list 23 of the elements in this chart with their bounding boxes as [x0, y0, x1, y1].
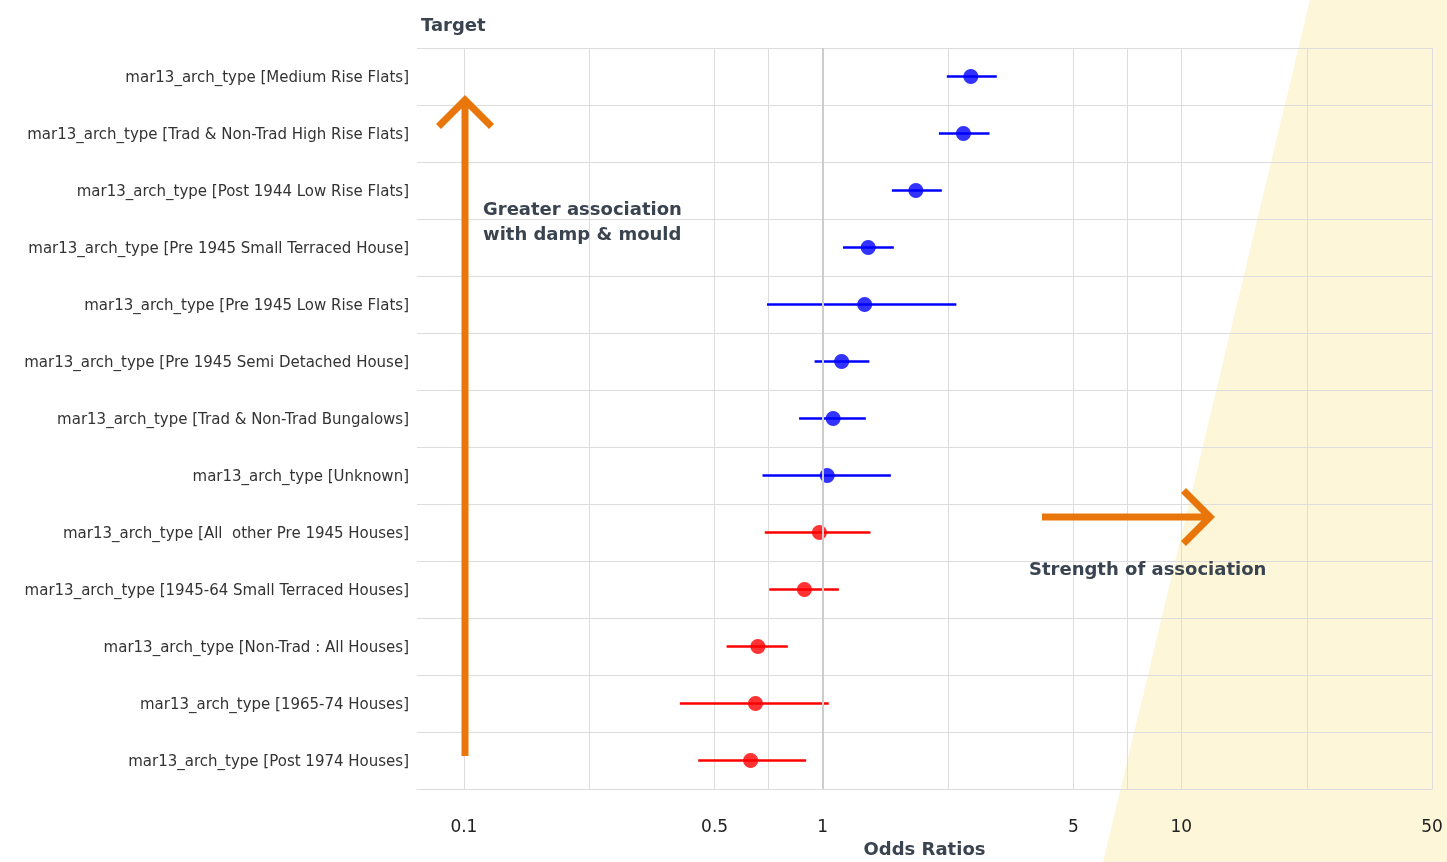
x-tick-label: 10 — [1170, 815, 1193, 836]
y-tick-label: mar13_arch_type [Pre 1945 Small Terraced House] — [28, 238, 409, 258]
y-tick-label: mar13_arch_type [Unknown] — [192, 466, 409, 486]
y-tick-label: mar13_arch_type [Medium Rise Flats] — [125, 67, 409, 87]
x-tick-label: 0.5 — [701, 815, 729, 836]
y-tick-label: mar13_arch_type [Pre 1945 Low Rise Flats] — [84, 295, 409, 315]
y-tick-label: mar13_arch_type [All other Pre 1945 Houses] — [62, 523, 409, 543]
y-tick-label: mar13_arch_type [1945-64 Small Terraced Houses] — [24, 580, 409, 600]
annotation: Greater association with damp & mould — [483, 197, 683, 246]
chart-title: Target — [421, 13, 487, 35]
y-tick-label: mar13_arch_type [1965-74 Houses] — [139, 694, 409, 714]
y-tick-label: mar13_arch_type [Non-Trad : All Houses] — [103, 637, 409, 657]
y-tick-label: mar13_arch_type [Pre 1945 Semi Detached House] — [24, 352, 409, 372]
x-tick-label: 0.1 — [450, 815, 478, 836]
x-tick-label: 5 — [1067, 815, 1079, 836]
annotation: Strength of association — [1029, 557, 1268, 581]
y-tick-label: mar13_arch_type [Trad & Non-Trad Bungalows] — [57, 409, 409, 429]
x-tick-label: 1 — [817, 815, 829, 836]
x-tick-label: 50 — [1421, 815, 1443, 836]
y-tick-label: mar13_arch_type [Post 1944 Low Rise Flats] — [76, 181, 409, 201]
y-tick-label: mar13_arch_type [Post 1974 Houses] — [128, 751, 409, 771]
y-tick-label: mar13_arch_type [Trad & Non-Trad High Rise Flats] — [27, 124, 409, 144]
x-axis-title: Odds Ratios — [863, 837, 986, 859]
